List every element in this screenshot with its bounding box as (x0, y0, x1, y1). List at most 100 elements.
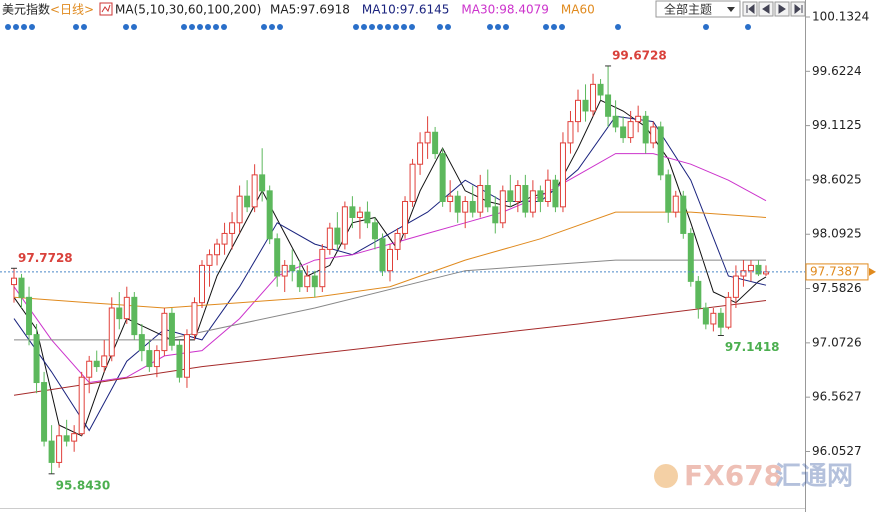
candle-body (319, 248, 326, 288)
candle-body (63, 435, 70, 442)
candle-body (341, 206, 348, 245)
candle-body (176, 344, 183, 378)
candle-body (650, 126, 657, 144)
event-dot (213, 24, 219, 30)
candle-body (635, 115, 642, 123)
candle-body (575, 99, 581, 123)
event-dot (393, 24, 399, 30)
candle-body (499, 190, 506, 224)
candle-body (199, 264, 205, 304)
candle-body (289, 264, 296, 272)
button-glyphs (746, 3, 803, 15)
candle-body (48, 440, 55, 463)
candle-body (417, 142, 424, 165)
annotation-label: 99.6728 (612, 48, 667, 62)
candle-body (86, 360, 93, 378)
candle-body (56, 435, 63, 463)
event-dot (21, 24, 27, 30)
candle-body (522, 185, 529, 213)
candle-body (627, 121, 634, 139)
event-markers (5, 24, 751, 30)
y-tick-label: 96.5627 (812, 390, 862, 404)
candle-body (695, 280, 702, 309)
candle-body (101, 355, 108, 368)
candle-body (349, 206, 356, 218)
event-dot (123, 24, 129, 30)
current-price-label: 97.7387 (810, 264, 860, 278)
watermark-site: 汇通网 (775, 462, 853, 492)
y-tick-label: 99.6224 (812, 64, 862, 78)
event-dot (81, 24, 87, 30)
candle-body (236, 195, 243, 224)
event-dot (29, 24, 35, 30)
candle-body (710, 312, 717, 325)
y-tick-label: 100.1324 (812, 9, 869, 23)
toolbar (742, 1, 806, 17)
event-dot (401, 24, 407, 30)
candle-body (447, 195, 454, 202)
event-dot (361, 24, 367, 30)
candle-body (484, 185, 491, 208)
candle-body (439, 153, 446, 202)
candle-body (567, 121, 574, 144)
annotation-label: 97.1418 (725, 340, 780, 354)
watermark-brand: FX678 (684, 459, 783, 492)
y-tick-label: 96.0527 (812, 444, 862, 458)
y-tick-label: 97.5826 (812, 281, 862, 295)
candle-body (229, 222, 236, 234)
candle-body (214, 243, 221, 256)
event-dot (189, 24, 195, 30)
candle-body (326, 227, 333, 250)
candle-body (582, 99, 589, 112)
candle-body (281, 264, 288, 277)
event-dot (445, 24, 451, 30)
candle-body (454, 195, 461, 213)
candle-body (93, 360, 100, 368)
dropdown-arrow (727, 7, 735, 12)
event-dot (131, 24, 137, 30)
annotation-label: 95.8430 (56, 478, 111, 492)
event-dot (197, 24, 203, 30)
candle-body (747, 264, 754, 272)
candle-body (138, 334, 145, 352)
candle-body (462, 200, 469, 213)
candle-body (507, 190, 514, 202)
candle-body (717, 312, 724, 328)
candle-body (356, 211, 363, 218)
candle-body (259, 174, 266, 192)
legend-entry: MA30:98.4079 (461, 3, 549, 17)
candle-body (11, 277, 17, 286)
candle-body (387, 248, 393, 272)
event-dot (559, 24, 565, 30)
candle-body (424, 131, 431, 144)
candle-body (26, 296, 33, 336)
candle-body (394, 232, 401, 250)
indicator-label: MA(5,10,30,60,100,200) (115, 3, 261, 17)
candle-body (732, 275, 739, 298)
event-dot (205, 24, 211, 30)
ma-line (13, 300, 767, 396)
candle-body (146, 350, 153, 368)
candle-body (33, 334, 40, 384)
event-dot (5, 24, 11, 30)
candle-body (123, 296, 130, 320)
candle-body (41, 382, 48, 442)
legend-entry: MA5:97.6918 (270, 3, 350, 17)
candle-body (304, 275, 311, 288)
candle-body (409, 163, 416, 202)
candle-body (529, 190, 536, 213)
event-dot (543, 24, 549, 30)
candle-body (379, 238, 386, 272)
theme-select-label: 全部主题 (664, 2, 712, 17)
candle-body (244, 195, 251, 208)
event-dot (409, 24, 415, 30)
candle-body (364, 211, 371, 224)
theme-select[interactable] (655, 0, 741, 18)
candle-body (740, 270, 747, 277)
ma-line (13, 211, 767, 309)
event-dot (487, 24, 493, 30)
candle-body (672, 195, 679, 213)
candle-body (605, 94, 612, 117)
